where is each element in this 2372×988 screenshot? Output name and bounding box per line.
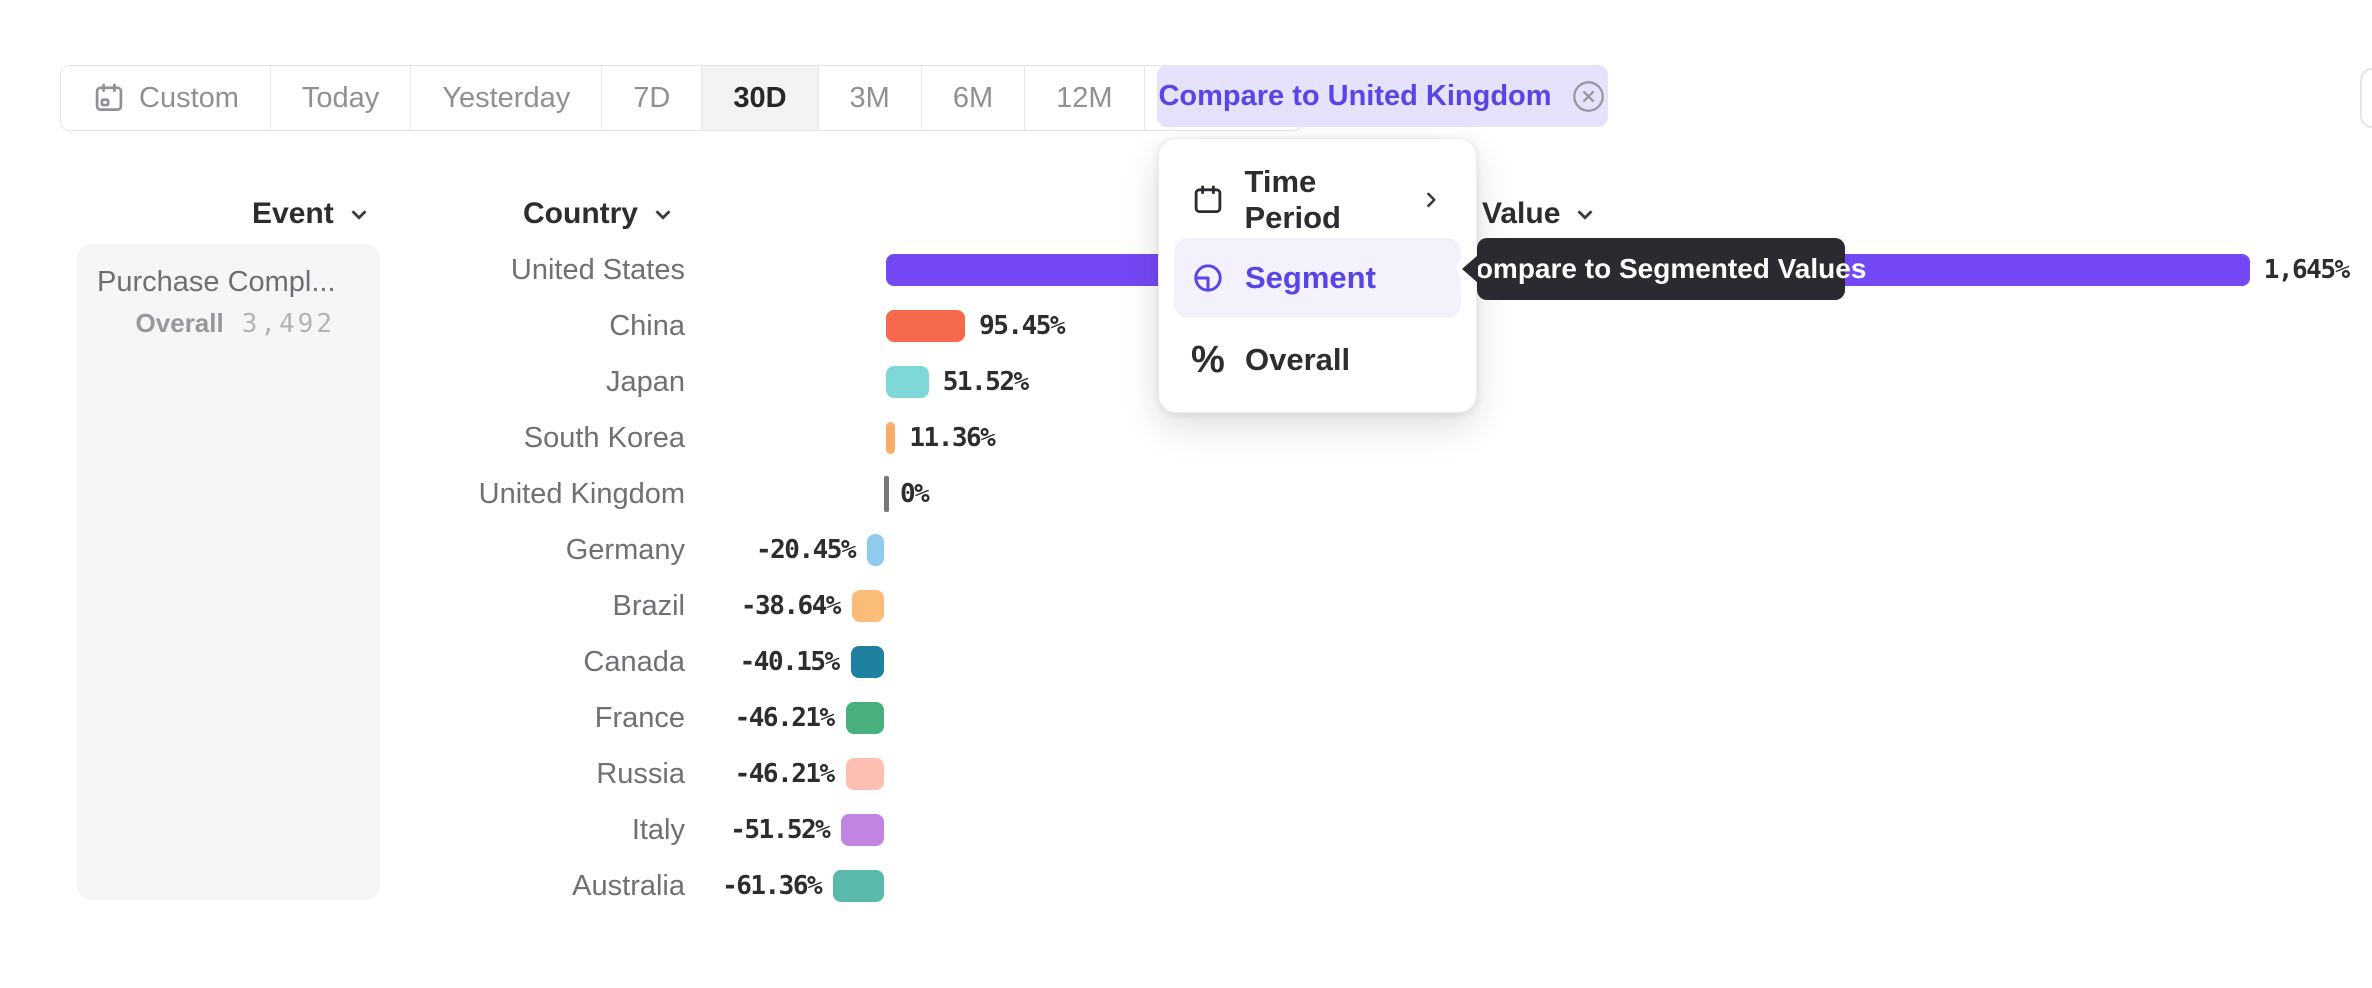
date-range-today[interactable]: Today [270,66,412,130]
compare-options-menu: Time Period Segment% Overall [1158,138,1477,413]
segment-icon [1191,261,1235,295]
bar-russia[interactable] [845,758,884,790]
menu-item-segment[interactable]: Segment [1174,238,1461,318]
date-range-3m[interactable]: 3M [818,66,922,130]
country-label-japan: Japan [605,366,685,398]
date-range-12m[interactable]: 12M [1025,66,1145,130]
value-label-south-korea: 11.36% [909,423,995,453]
value-label-china: 95.45% [979,311,1065,341]
menu-item-label: Overall [1245,342,1351,377]
percent-icon: % [1191,339,1225,381]
country-label-italy: Italy [631,814,685,846]
event-card-subtitle: Overall 3,492 [97,308,335,339]
zero-baseline-tick [884,476,889,512]
chevron-down-icon [655,210,671,220]
bar-south-korea[interactable] [886,422,896,454]
bar-canada[interactable] [850,646,884,678]
value-label-united-states: 1,645% [2263,255,2350,285]
country-label-australia: Australia [572,870,685,902]
event-card-overall-value: 3,492 [241,309,335,339]
dismiss-compare-icon[interactable] [1570,78,1607,115]
date-range-label: 3M [849,81,890,114]
calendar-icon [1191,183,1234,217]
chevron-right-icon [1419,188,1443,212]
calendar-icon [92,81,126,115]
value-label-italy: -51.52% [730,815,831,845]
country-label-united-kingdom: United Kingdom [478,478,685,510]
country-label-united-states: United States [510,254,685,286]
country-label-south-korea: South Korea [523,422,685,454]
event-card[interactable]: Purchase Compl... Overall 3,492 [77,244,380,900]
compare-to-chip[interactable]: Compare to United Kingdom [1157,65,1608,127]
country-label-canada: Canada [583,646,685,678]
column-header-event-label: Event [252,197,334,230]
column-header-event[interactable]: Event [252,196,372,232]
date-range-label: Yesterday [442,81,571,114]
column-header-value[interactable]: Value [1482,196,1598,232]
column-header-country[interactable]: Country [523,196,676,232]
date-range-custom[interactable]: Custom [61,66,271,130]
value-label-united-kingdom: 0% [900,479,930,509]
date-range-7d[interactable]: 7D [602,66,703,130]
date-range-6m[interactable]: 6M [921,66,1026,130]
menu-item-time-period[interactable]: Time Period [1174,164,1461,235]
value-label-canada: -40.15% [739,647,841,677]
event-card-overall-label: Overall [135,308,224,338]
bar-australia[interactable] [833,870,884,902]
menu-item-label: Segment [1245,260,1376,295]
country-label-russia: Russia [596,758,685,790]
bar-italy[interactable] [841,814,884,846]
country-label-france: France [594,702,685,734]
value-label-japan: 51.52% [942,367,1029,397]
segment-tooltip: Compare to Segmented Values [1456,238,1866,300]
date-range-label: Today [301,81,380,114]
date-range-label: 6M [952,81,994,114]
value-label-germany: -20.45% [755,535,857,565]
country-label-china: China [609,310,685,342]
value-label-australia: -61.36% [722,871,823,901]
value-label-brazil: -38.64% [740,591,842,621]
event-card-title: Purchase Compl... [97,266,335,298]
bar-japan[interactable] [886,366,929,398]
country-label-brazil: Brazil [612,590,685,622]
menu-item-label: Time Period [1244,164,1341,235]
bar-china[interactable] [886,310,966,342]
chevron-down-icon [351,210,367,220]
bar-brazil[interactable] [851,590,884,622]
column-header-country-label: Country [523,197,638,230]
compare-to-chip-label: Compare to United Kingdom [1158,79,1552,112]
chevron-down-icon [1577,210,1593,220]
column-header-value-label: Value [1482,197,1561,230]
value-label-france: -46.21% [734,703,836,733]
date-range-label: Custom [139,81,239,114]
date-range-30d[interactable]: 30D [702,66,819,130]
country-label-germany: Germany [565,534,685,566]
menu-item-overall[interactable]: % Overall [1174,333,1461,387]
bar-germany[interactable] [867,534,884,566]
tooltip-text: Compare to Segmented Values [1455,253,1867,284]
date-range-yesterday[interactable]: Yesterday [411,66,603,130]
date-range-label: 7D [633,81,671,114]
date-range-label: 12M [1056,81,1113,114]
value-label-russia: -46.21% [734,759,836,789]
date-range-label: 30D [733,81,787,114]
bar-france[interactable] [845,702,884,734]
